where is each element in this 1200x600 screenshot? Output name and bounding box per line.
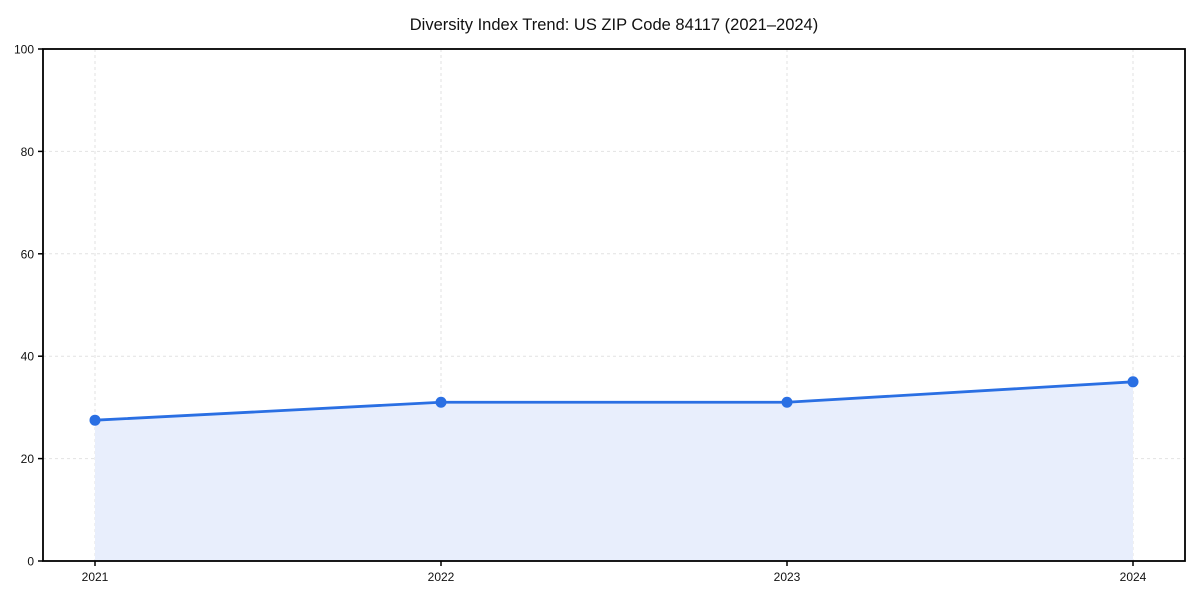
data-point-2022 (435, 396, 447, 408)
area-fill (95, 381, 1133, 561)
trend-line (93, 380, 1135, 422)
data-point-2023 (781, 396, 793, 408)
x-tick-label: 2024 (1120, 570, 1147, 584)
x-tick-label: 2022 (428, 570, 455, 584)
marker-layer (89, 376, 1139, 426)
x-tick-label: 2021 (82, 570, 109, 584)
area-layer (95, 381, 1133, 561)
y-tick-label: 20 (21, 452, 35, 466)
data-point-2021 (89, 414, 101, 426)
y-tick-label: 80 (21, 145, 35, 159)
plot-border (42, 48, 1186, 562)
label-layer: 0 20 40 60 80 100 2021 2022 2023 2024 (14, 43, 1147, 585)
data-point-2024 (1127, 376, 1139, 388)
y-tick-label: 60 (21, 247, 35, 261)
x-tick-label: 2023 (774, 570, 801, 584)
line-layer (93, 380, 1135, 422)
y-tick-label: 0 (27, 555, 34, 569)
chart-title: Diversity Index Trend: US ZIP Code 84117… (410, 16, 818, 34)
y-tick-label: 40 (21, 350, 35, 364)
y-tick-label: 100 (14, 43, 34, 57)
axes-layer (38, 48, 1186, 566)
